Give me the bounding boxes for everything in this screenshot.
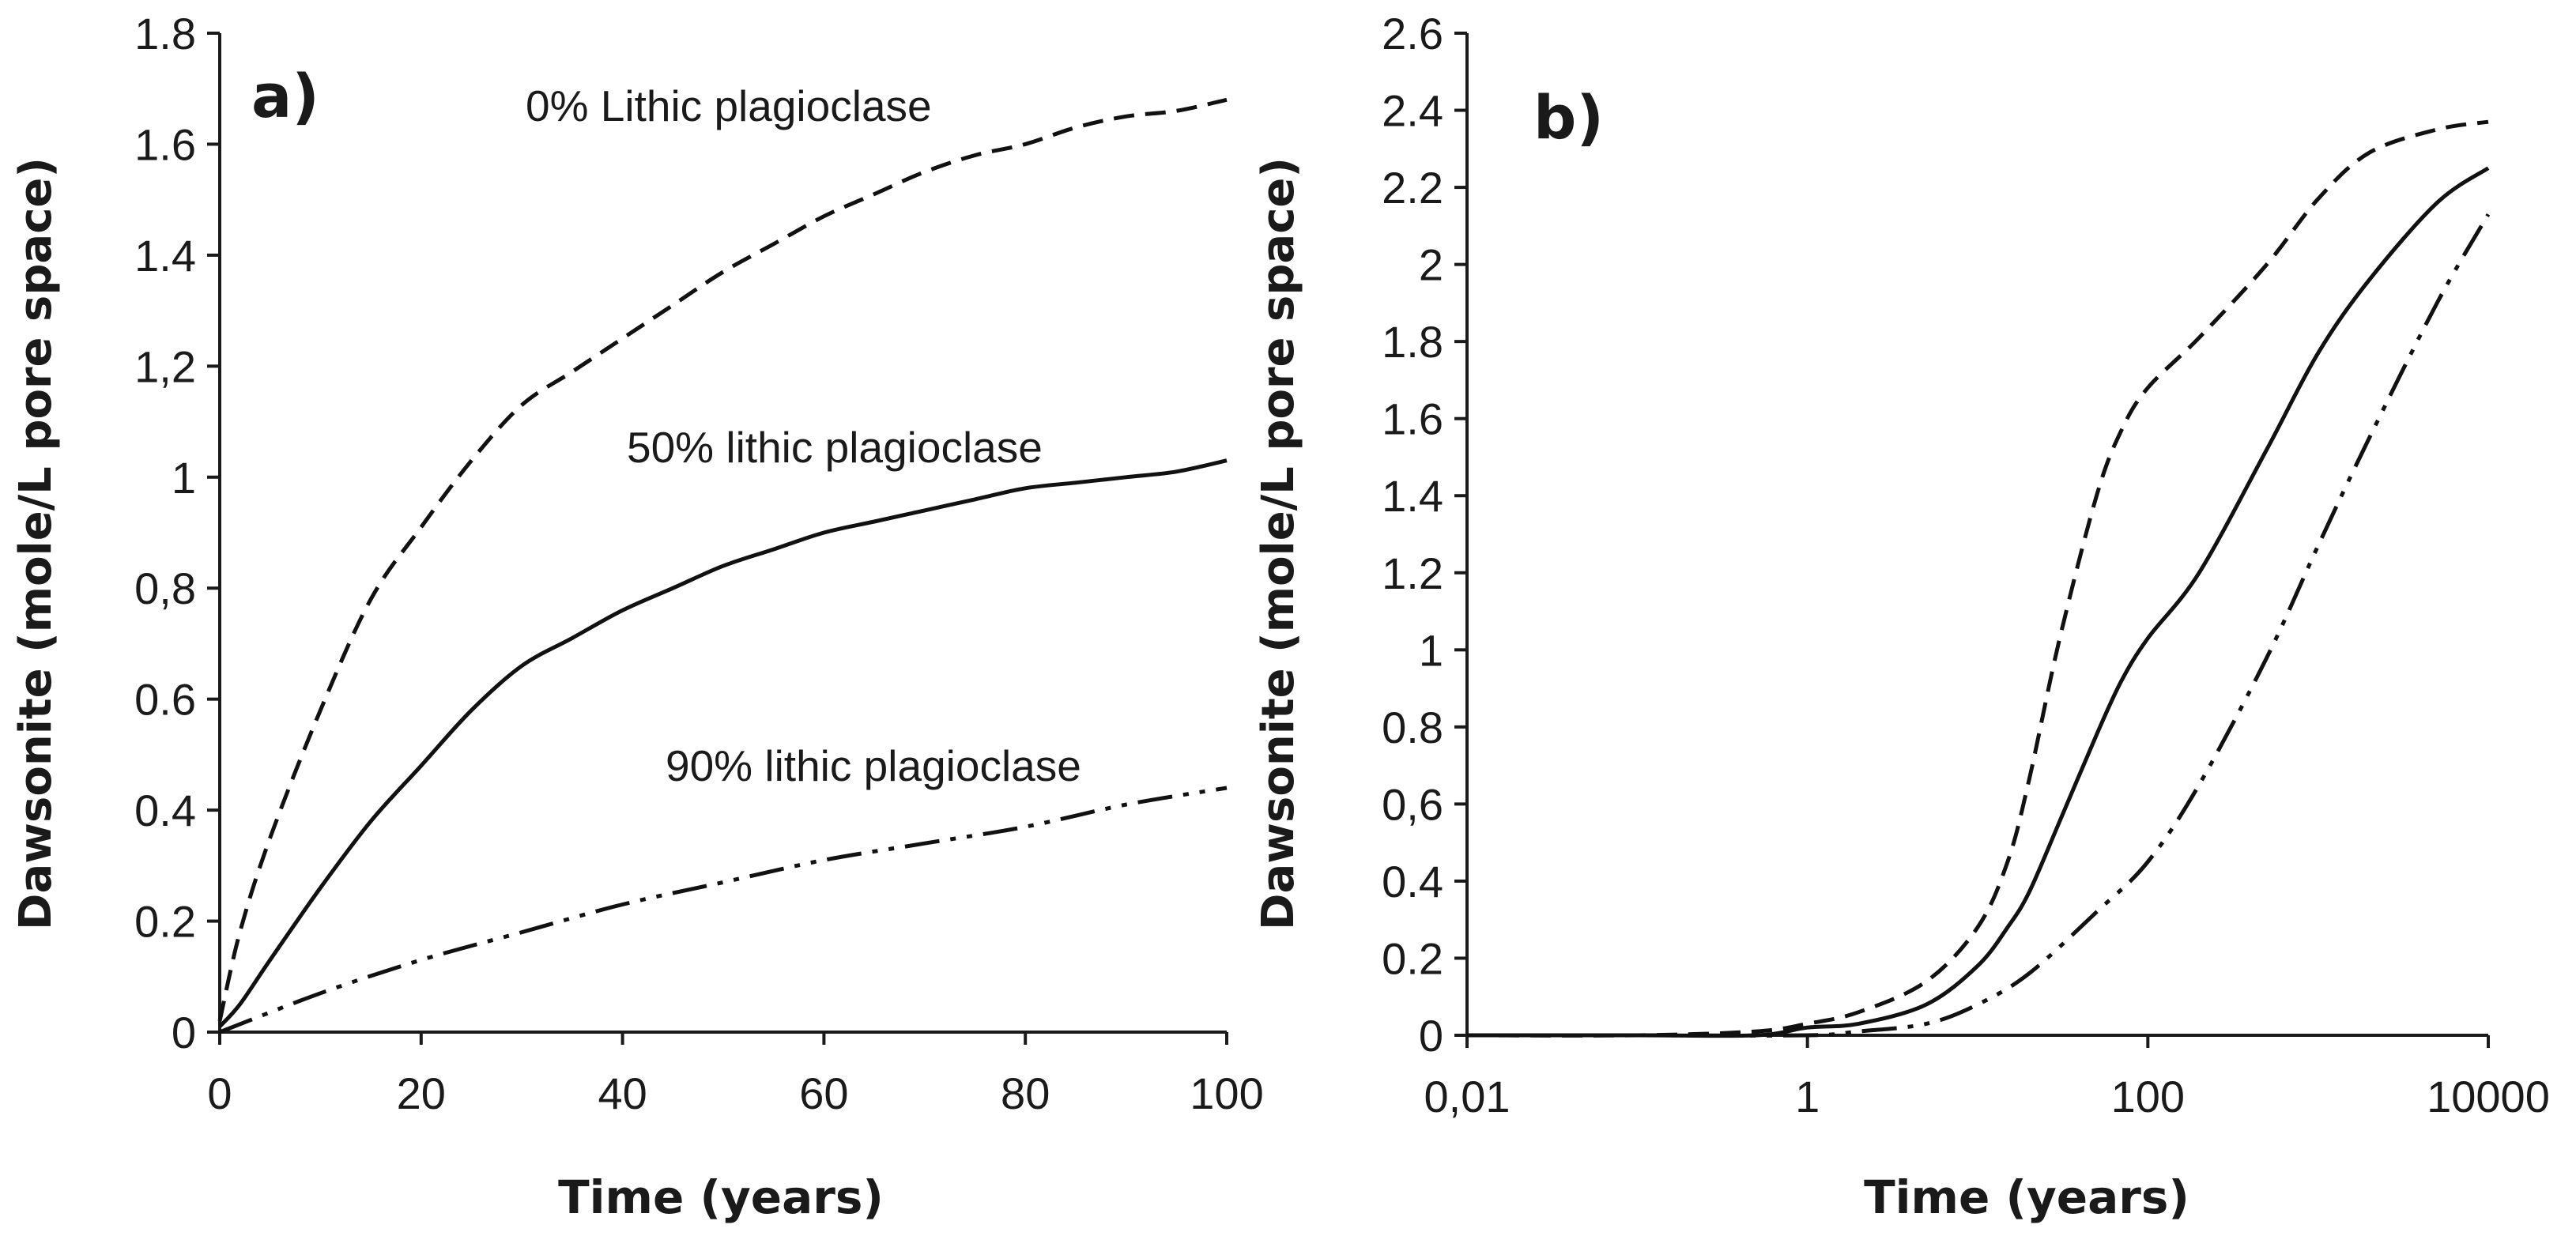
y-tick-label: 2.4 [1382, 86, 1443, 136]
y-tick-label: 0.4 [1382, 857, 1443, 906]
chart-a-x-axis-label: Time (years) [558, 1170, 884, 1224]
y-tick-label: 0.2 [1382, 933, 1443, 983]
x-tick-label: 100 [1190, 1068, 1263, 1118]
series-line-50-lithic-plagioclase [1467, 166, 2490, 1038]
y-tick-label: 0.8 [1382, 703, 1443, 752]
chart-a: 0 0.2 0.4 0.6 0,8 1 1,2 1.4 1.6 1.8 0 20 40 60 80 100 a… [10, 9, 1264, 1224]
chart-b-x-axis-label: Time (years) [1864, 1170, 2189, 1224]
y-tick-label: 0 [1419, 1011, 1443, 1061]
chart-b-series [1466, 119, 2491, 1038]
series-line-0-lithic-plagioclase [1466, 119, 2489, 1038]
x-tick-label: 1 [1795, 1072, 1820, 1121]
chart-b-panel-label: b) [1533, 82, 1604, 153]
y-tick-label: 1.2 [1382, 548, 1443, 598]
x-tick-label: 0 [207, 1068, 232, 1118]
series-line-90-lithic-plagioclase [1467, 213, 2491, 1038]
y-tick-label: 1.8 [1382, 317, 1443, 367]
y-tick-label: 1,2 [134, 341, 196, 391]
x-tick-label: 60 [799, 1068, 848, 1118]
y-tick-label: 0.2 [134, 897, 196, 947]
series-line-50-lithic-plagioclase [218, 458, 1228, 1028]
chart-a-panel-label: a) [251, 61, 319, 131]
x-tick-label: 40 [598, 1068, 647, 1118]
y-tick-label: 1 [172, 453, 196, 503]
x-tick-label: 10000 [2427, 1072, 2550, 1121]
y-tick-label: 0,8 [134, 563, 196, 613]
y-tick-label: 1 [1419, 625, 1443, 675]
y-tick-label: 1.4 [134, 231, 196, 281]
y-tick-label: 0,6 [1382, 779, 1443, 829]
y-tick-label: 2.2 [1382, 163, 1443, 213]
chart-a-annotation-0pct: 0% Lithic plagioclase [526, 81, 932, 130]
x-tick-label: 100 [2111, 1072, 2185, 1121]
chart-b-y-axis-label: Dawsonite (mole/L pore space) [1253, 157, 1304, 930]
y-tick-label: 1.6 [1382, 394, 1443, 444]
x-tick-label: 20 [397, 1068, 446, 1118]
chart-b-ticks: 0 0.2 0.4 0,6 0.8 1 1.2 1.4 1.6 1.8 2 2.2 2.4 2.6 0,01… [1382, 9, 2550, 1121]
y-tick-label: 2.6 [1382, 9, 1443, 58]
chart-a-axes [218, 33, 1227, 1034]
y-tick-label: 0.6 [134, 675, 196, 725]
y-tick-label: 0.4 [134, 786, 196, 835]
chart-a-y-axis-label: Dawsonite (mole/L pore space) [10, 157, 62, 930]
chart-a-series [217, 97, 1228, 1034]
y-tick-label: 1.6 [134, 119, 196, 169]
series-line-0-lithic-plagioclase [217, 97, 1228, 1022]
series-line-90-lithic-plagioclase [219, 786, 1228, 1034]
chart-a-ticks: 0 0.2 0.4 0.6 0,8 1 1,2 1.4 1.6 1.8 0 20 40 60 80 100 [134, 9, 1264, 1118]
y-tick-label: 0 [172, 1008, 196, 1057]
chart-b: 0 0.2 0.4 0,6 0.8 1 1.2 1.4 1.6 1.8 2 2.2 2.4 2.6 0,01… [1253, 9, 2550, 1224]
chart-a-annotation-50pct: 50% lithic plagioclase [627, 423, 1043, 472]
chart-a-annotation-90pct: 90% lithic plagioclase [666, 741, 1081, 790]
y-tick-label: 1.4 [1382, 471, 1443, 521]
y-tick-label: 2 [1419, 240, 1443, 290]
y-tick-label: 1.8 [134, 9, 196, 58]
x-tick-label: 80 [1001, 1068, 1050, 1118]
x-tick-label: 0,01 [1424, 1072, 1511, 1121]
